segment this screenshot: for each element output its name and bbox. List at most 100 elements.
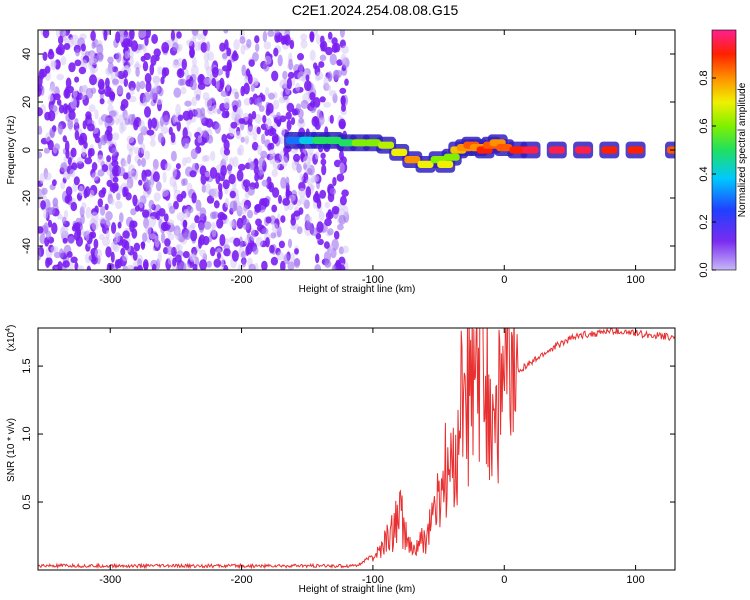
noise-cell bbox=[201, 130, 206, 137]
noise-cell bbox=[272, 99, 280, 110]
y-tick-label: 0.5 bbox=[21, 494, 33, 509]
noise-cell bbox=[41, 187, 48, 195]
noise-cell bbox=[190, 222, 196, 229]
noise-cell bbox=[209, 211, 217, 220]
noise-cell bbox=[286, 77, 293, 90]
spectrogram-cells bbox=[38, 30, 350, 270]
noise-cell bbox=[157, 66, 163, 75]
chart-title: C2E1.2024.254.08.08.G15 bbox=[292, 2, 459, 18]
noise-cell bbox=[105, 77, 110, 89]
noise-cell bbox=[110, 241, 118, 251]
noise-cell bbox=[210, 246, 216, 257]
noise-cell bbox=[256, 126, 261, 135]
noise-cell bbox=[144, 106, 151, 118]
noise-cell bbox=[145, 30, 151, 39]
noise-cell bbox=[189, 170, 197, 178]
noise-cell bbox=[332, 176, 337, 187]
noise-cell bbox=[138, 30, 147, 39]
noise-cell bbox=[280, 177, 287, 189]
noise-cell bbox=[182, 178, 188, 186]
noise-cell bbox=[145, 81, 152, 93]
noise-cell bbox=[187, 206, 194, 214]
noise-cell bbox=[60, 181, 66, 190]
noise-cell bbox=[68, 236, 75, 245]
noise-cell bbox=[202, 235, 210, 246]
noise-cell bbox=[279, 79, 288, 89]
noise-cell bbox=[251, 141, 259, 151]
noise-cell bbox=[234, 91, 240, 100]
colorbar-tick-label: 0.0 bbox=[698, 262, 710, 277]
noise-cell bbox=[172, 167, 177, 178]
noise-cell bbox=[323, 101, 331, 108]
noise-cell bbox=[337, 223, 344, 231]
noise-cell bbox=[282, 197, 291, 206]
noise-cell bbox=[245, 68, 251, 77]
noise-cell bbox=[74, 130, 80, 141]
noise-cell bbox=[265, 117, 272, 130]
noise-cell bbox=[106, 155, 111, 163]
noise-cell bbox=[287, 261, 295, 270]
noise-cell bbox=[198, 222, 205, 233]
noise-cell bbox=[207, 51, 214, 61]
noise-cell bbox=[177, 114, 184, 122]
noise-cell bbox=[198, 236, 203, 249]
noise-cell bbox=[38, 226, 44, 234]
noise-cell bbox=[242, 218, 250, 231]
x-tick-label: 0 bbox=[501, 274, 507, 286]
noise-cell bbox=[50, 60, 57, 71]
noise-cell bbox=[234, 193, 240, 205]
noise-cell bbox=[155, 98, 163, 105]
noise-cell bbox=[38, 125, 43, 135]
noise-cell bbox=[206, 260, 212, 268]
noise-cell bbox=[306, 221, 313, 231]
noise-cell bbox=[136, 81, 141, 93]
noise-cell bbox=[150, 55, 157, 66]
noise-cell bbox=[117, 221, 122, 229]
noise-cell bbox=[40, 200, 46, 210]
noise-cell bbox=[84, 252, 92, 264]
noise-cell bbox=[255, 236, 264, 247]
noise-cell bbox=[264, 87, 270, 97]
noise-cell bbox=[47, 219, 53, 228]
noise-cell bbox=[247, 186, 255, 196]
noise-cell bbox=[209, 167, 218, 179]
noise-cell bbox=[57, 261, 63, 270]
noise-cell bbox=[137, 158, 142, 167]
noise-cell bbox=[59, 248, 64, 259]
noise-cell bbox=[238, 118, 246, 124]
noise-cell bbox=[149, 63, 155, 76]
noise-cell bbox=[182, 110, 191, 121]
noise-cell bbox=[74, 59, 82, 67]
noise-cell bbox=[338, 214, 347, 225]
noise-cell bbox=[271, 70, 279, 82]
noise-cell bbox=[282, 95, 290, 103]
snr-frame bbox=[37, 327, 676, 571]
noise-cell bbox=[194, 215, 200, 224]
snr-series-line bbox=[38, 328, 675, 570]
noise-cell bbox=[96, 43, 104, 55]
noise-cell bbox=[72, 89, 78, 98]
noise-cell bbox=[105, 211, 113, 221]
noise-cell bbox=[185, 156, 192, 164]
noise-cell bbox=[47, 50, 55, 60]
noise-cell bbox=[39, 173, 45, 184]
noise-cell bbox=[268, 148, 275, 157]
ridge-cell bbox=[522, 146, 539, 154]
noise-cell bbox=[146, 129, 155, 136]
noise-cell bbox=[254, 172, 259, 182]
noise-cell bbox=[254, 113, 262, 124]
noise-cell bbox=[91, 220, 99, 231]
noise-cell bbox=[278, 194, 282, 204]
noise-cell bbox=[222, 154, 229, 163]
noise-cell bbox=[98, 233, 105, 241]
noise-cell bbox=[184, 100, 192, 107]
noise-cell bbox=[319, 54, 327, 62]
noise-cell bbox=[305, 186, 311, 199]
noise-cell bbox=[108, 110, 117, 117]
noise-cell bbox=[197, 82, 206, 90]
noise-cell bbox=[261, 133, 266, 145]
y-tick-label: -20 bbox=[21, 190, 33, 206]
noise-cell bbox=[226, 47, 232, 57]
noise-cell bbox=[190, 229, 198, 242]
x-tick-label: -200 bbox=[231, 574, 253, 586]
